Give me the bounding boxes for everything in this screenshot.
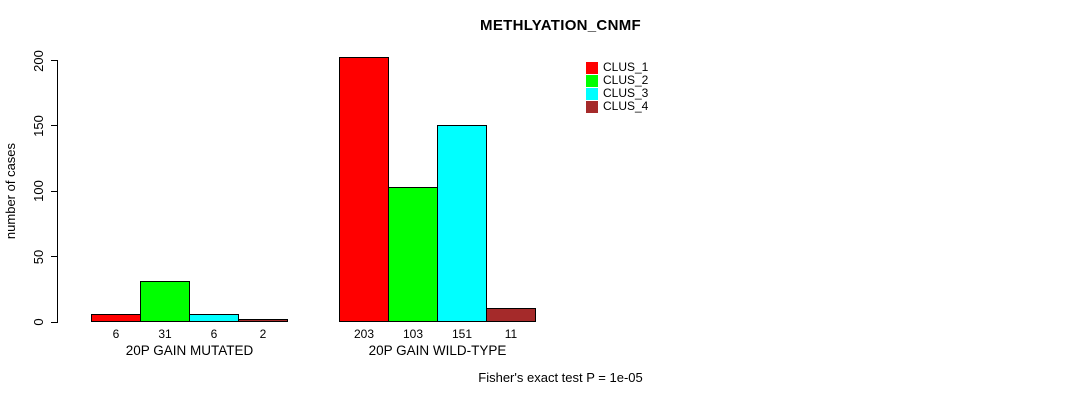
y-tick-label: 200	[31, 49, 46, 72]
bar-20p-gain-mutated-clus_1	[91, 314, 141, 322]
bar-value-label: 103	[402, 327, 424, 341]
bar-20p-gain-wild-type-clus_1	[339, 56, 389, 322]
y-tick-label: 150	[31, 115, 46, 137]
bar-value-label: 11	[504, 327, 518, 341]
legend-swatch-clus_1	[586, 61, 598, 74]
chart-title: METHLYATION_CNMF	[480, 17, 641, 34]
group-label-2: 20P GAIN WILD-TYPE	[368, 343, 507, 358]
legend-swatch-clus_2	[586, 74, 598, 87]
bar-value-label: 31	[158, 327, 172, 341]
y-tick-label: 100	[31, 180, 46, 203]
y-tick-mark	[51, 125, 58, 127]
legend-label: CLUS_1	[603, 60, 649, 74]
bar-value-label: 6	[112, 327, 120, 341]
bar-20p-gain-wild-type-clus_3	[437, 124, 487, 322]
legend-item-clus_4: CLUS_4	[586, 100, 648, 113]
group-label-1: 20P GAIN MUTATED	[125, 343, 254, 358]
y-tick-mark	[51, 190, 58, 192]
y-tick-label: 50	[31, 249, 46, 264]
bar-20p-gain-wild-type-clus_4	[486, 307, 536, 322]
bar-value-label: 203	[353, 327, 375, 341]
legend-label: CLUS_4	[603, 99, 649, 113]
bar-20p-gain-mutated-clus_2	[140, 281, 190, 322]
y-tick-label: 0	[31, 318, 46, 326]
legend-label: CLUS_3	[603, 86, 649, 100]
legend-item-clus_2: CLUS_2	[586, 74, 648, 87]
fisher-test-annotation: Fisher's exact test P = 1e-05	[478, 370, 643, 385]
y-tick-mark	[51, 256, 58, 258]
y-tick-mark	[51, 321, 58, 323]
bar-20p-gain-wild-type-clus_2	[388, 187, 438, 322]
bar-20p-gain-mutated-clus_4	[238, 319, 288, 322]
legend-swatch-clus_3	[586, 87, 598, 100]
bar-value-label: 2	[259, 327, 267, 341]
y-tick-mark	[51, 60, 58, 61]
bar-value-label: 151	[451, 327, 473, 341]
legend-swatch-clus_4	[586, 100, 598, 113]
y-axis-title: number of cases	[3, 142, 18, 240]
legend-item-clus_3: CLUS_3	[586, 87, 648, 100]
legend-label: CLUS_2	[603, 73, 649, 87]
legend: CLUS_1 CLUS_2 CLUS_3 CLUS_4	[586, 61, 648, 113]
bar-20p-gain-mutated-clus_3	[189, 314, 239, 322]
legend-item-clus_1: CLUS_1	[586, 61, 648, 74]
bar-value-label: 6	[210, 327, 218, 341]
